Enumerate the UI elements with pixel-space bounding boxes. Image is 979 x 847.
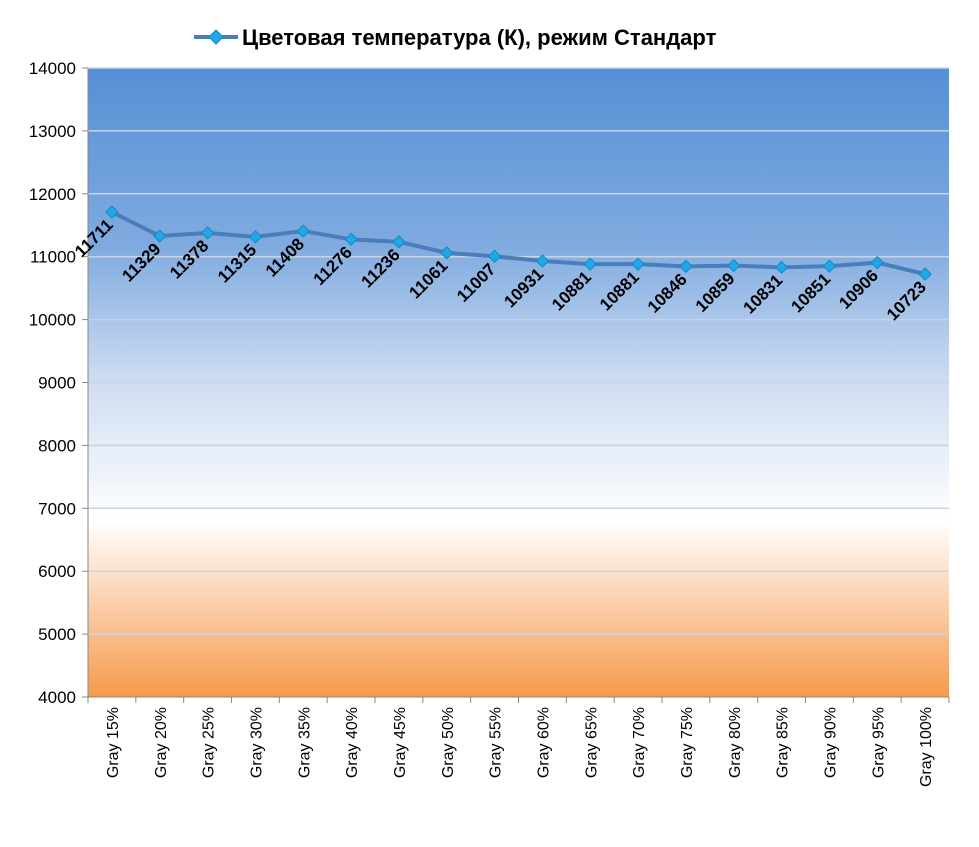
y-tick-label: 8000 [38, 436, 76, 455]
x-tick-label: Gray 90% [822, 707, 839, 778]
data-point [200, 226, 215, 240]
x-tick-label: Gray 25% [201, 707, 218, 778]
data-point [918, 267, 932, 281]
y-tick-label: 10000 [29, 311, 76, 330]
y-axis-ticks: 4000 5000 6000 7000 8000 9000 10000 11000 12000 1… [29, 59, 88, 707]
x-tick-label: Gray 95% [870, 707, 887, 778]
series-line [111, 210, 926, 277]
x-tick-label: Gray 50% [440, 707, 457, 778]
x-tick-label: Gray 60% [535, 707, 552, 778]
data-point [583, 257, 597, 271]
x-tick-label: Gray 85% [775, 707, 792, 778]
data-point [487, 249, 502, 263]
data-point [440, 246, 454, 260]
legend-label: Цветовая температура (К), режим Стандарт [242, 25, 717, 50]
data-point [153, 229, 167, 243]
y-tick-label: 11000 [30, 248, 76, 267]
legend: Цветовая температура (К), режим Стандарт [194, 25, 717, 50]
data-point [344, 232, 358, 247]
data-point [679, 259, 693, 274]
y-tick-label: 9000 [38, 374, 76, 393]
x-tick-label: Gray 75% [679, 707, 696, 778]
y-tick-label: 13000 [29, 122, 76, 141]
x-tick-label: Gray 30% [248, 707, 265, 778]
x-tick-label: Gray 100% [918, 707, 935, 787]
x-tick-label: Gray 15% [105, 707, 122, 778]
x-tick-label: Gray 55% [488, 707, 505, 778]
y-tick-label: 6000 [38, 562, 76, 581]
series-layer [105, 205, 932, 281]
y-tick-label: 12000 [29, 185, 76, 204]
x-tick-label: Gray 35% [296, 707, 313, 778]
data-point [822, 259, 837, 273]
data-point [296, 224, 310, 238]
x-tick-label: Gray 80% [727, 707, 744, 778]
data-point [535, 254, 550, 268]
x-tick-label: Gray 65% [583, 707, 600, 778]
gridlines [88, 67, 949, 635]
y-tick-label: 4000 [38, 688, 76, 707]
x-tick-label: Gray 20% [153, 707, 170, 778]
data-point [631, 257, 645, 271]
x-axis-ticks: Gray 15% Gray 20% Gray 25% Gray 30% Gray 35%… [87, 697, 950, 787]
legend-marker [208, 29, 224, 45]
x-tick-label: Gray 70% [631, 707, 648, 778]
y-tick-label: 5000 [38, 625, 76, 644]
data-point [248, 230, 263, 244]
x-tick-label: Gray 45% [392, 707, 409, 778]
x-tick-label: Gray 40% [344, 707, 361, 778]
y-tick-label: 7000 [38, 499, 76, 518]
data-point [105, 205, 119, 219]
y-tick-label: 14000 [29, 59, 76, 78]
data-point [774, 260, 789, 275]
data-point [870, 255, 884, 270]
data-point [392, 235, 406, 249]
data-point [727, 258, 741, 273]
